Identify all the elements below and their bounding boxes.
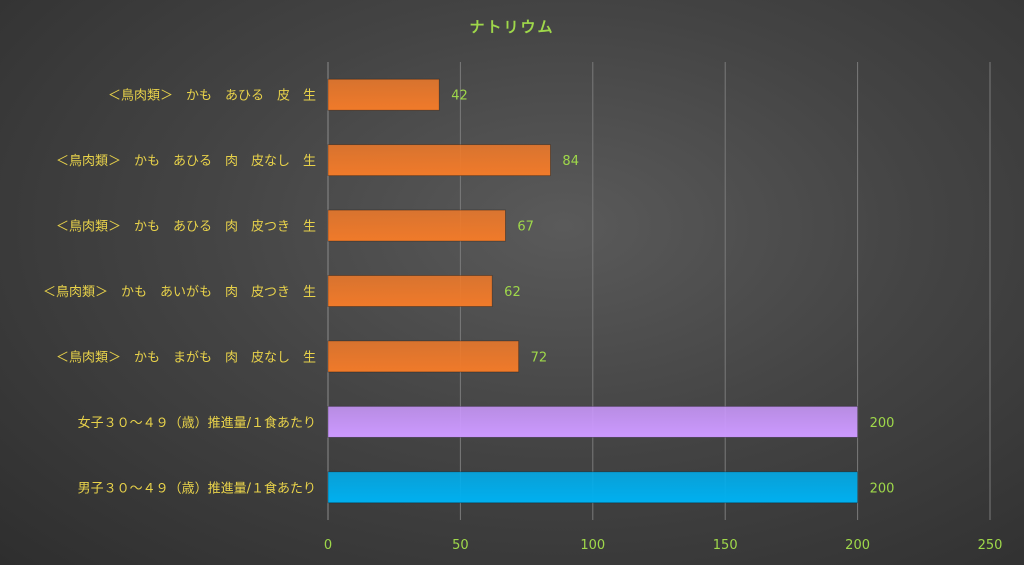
category-label-3: ＜鳥肉類＞ かも あいがも 肉 皮つき 生: [43, 285, 316, 300]
bar-5: [327, 405, 858, 438]
value-label-5: 200: [870, 416, 895, 431]
category-label-5: 女子３０～４９（歳）推進量/１食あたり: [78, 415, 316, 431]
category-label-4: ＜鳥肉類＞ かも まがも 肉 皮なし 生: [56, 350, 316, 365]
bar-0: [327, 78, 440, 111]
x-tick-label-150: 150: [713, 538, 738, 553]
x-tick-label-250: 250: [978, 538, 1003, 553]
bar-6: [327, 471, 858, 504]
value-label-4: 72: [531, 350, 548, 365]
x-tick-label-200: 200: [845, 538, 870, 553]
category-label-1: ＜鳥肉類＞ かも あひる 肉 皮なし 生: [56, 154, 316, 169]
bar-2: [327, 209, 506, 242]
value-label-1: 84: [562, 154, 579, 169]
value-label-0: 42: [451, 89, 468, 104]
x-tick-label-0: 0: [324, 538, 332, 553]
x-tick-label-50: 50: [452, 538, 469, 553]
category-label-6: 男子３０～４９（歳）推進量/１食あたり: [78, 480, 316, 496]
labels-layer: 0 50 100 150 200 250 ＜鳥肉類＞ かも あひる 皮 生 42 ＜鳥肉類＞ か…: [43, 89, 1002, 553]
value-label-2: 67: [517, 220, 534, 235]
x-tick-label-100: 100: [580, 538, 605, 553]
value-label-6: 200: [870, 481, 895, 496]
bar-3: [327, 275, 493, 307]
category-label-0: ＜鳥肉類＞ かも あひる 皮 生: [108, 89, 316, 104]
bar-4: [327, 340, 520, 373]
chart-title: ナトリウム: [469, 18, 554, 36]
bar-1: [327, 144, 551, 177]
value-label-3: 62: [504, 285, 521, 300]
category-label-2: ＜鳥肉類＞ かも あひる 肉 皮つき 生: [56, 220, 316, 235]
bars-layer: [327, 78, 858, 504]
